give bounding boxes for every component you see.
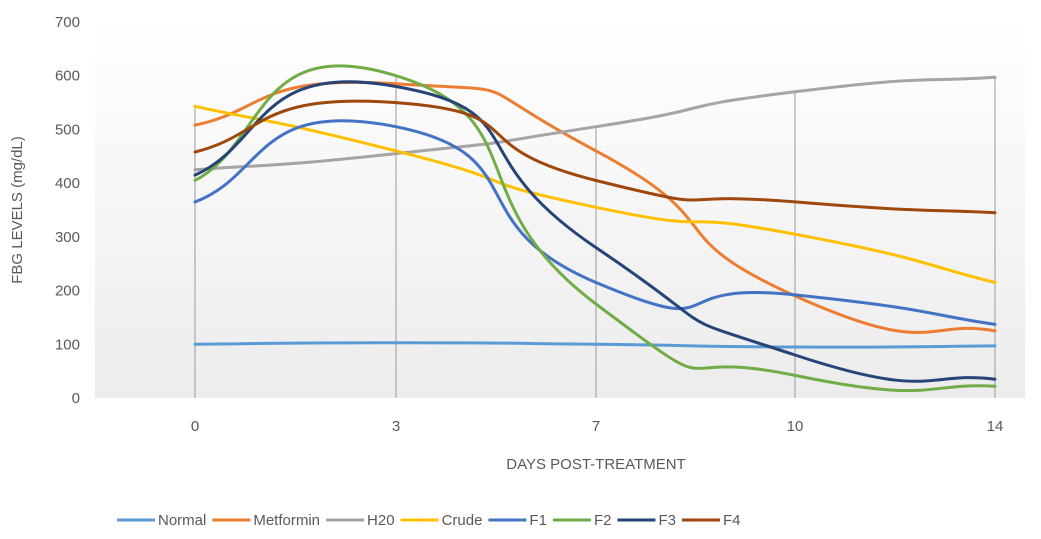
- y-axis-title: FBG LEVELS (mg/dL): [9, 136, 26, 284]
- legend-item: Metformin: [212, 512, 320, 529]
- y-tick-labels: 0 100 200 300 400 500 600 700: [55, 14, 80, 407]
- legend-label: F2: [594, 512, 612, 529]
- series-line-crude: [193, 104, 997, 284]
- y-tick-label: 400: [55, 175, 80, 192]
- y-tick-label: 0: [72, 390, 80, 407]
- y-tick-label: 500: [55, 121, 80, 138]
- series-line-f3: [193, 80, 997, 383]
- series-line-f1: [193, 119, 997, 326]
- legend-item: Crude: [400, 512, 483, 529]
- y-tick-label: 700: [55, 14, 80, 31]
- series-lines: [193, 64, 997, 393]
- legend-item: Normal: [117, 512, 206, 529]
- legend-label: F1: [529, 512, 547, 529]
- legend-item: F3: [617, 512, 676, 529]
- y-tick-label: 100: [55, 336, 80, 353]
- series-line-normal: [193, 341, 997, 349]
- x-tick-label: 7: [592, 418, 600, 435]
- legend-label: H20: [367, 512, 395, 529]
- series-line-h20: [193, 75, 997, 172]
- series-line-f2: [193, 64, 997, 393]
- x-tick-labels: 0 3 7 10 14: [191, 418, 1004, 435]
- y-tick-label: 300: [55, 229, 80, 246]
- x-tick-label: 14: [987, 418, 1004, 435]
- series-line-f4: [193, 99, 997, 215]
- y-tick-label: 200: [55, 283, 80, 300]
- x-tick-label: 3: [392, 418, 400, 435]
- legend-item: H20: [326, 512, 395, 529]
- legend-label: Crude: [442, 512, 483, 529]
- x-tick-label: 10: [787, 418, 804, 435]
- legend-item: F1: [488, 512, 547, 529]
- legend-label: Normal: [158, 512, 206, 529]
- legend-label: Metformin: [253, 512, 320, 529]
- legend-item: F4: [681, 512, 741, 529]
- legend-label: F3: [658, 512, 676, 529]
- legend: Normal Metformin H20 Crude F1 F2 F3 F4: [117, 512, 740, 529]
- y-tick-label: 600: [55, 68, 80, 85]
- legend-label: F4: [723, 512, 741, 529]
- x-axis-title: DAYS POST-TREATMENT: [506, 456, 685, 473]
- legend-item: F2: [552, 512, 612, 529]
- x-tick-label: 0: [191, 418, 199, 435]
